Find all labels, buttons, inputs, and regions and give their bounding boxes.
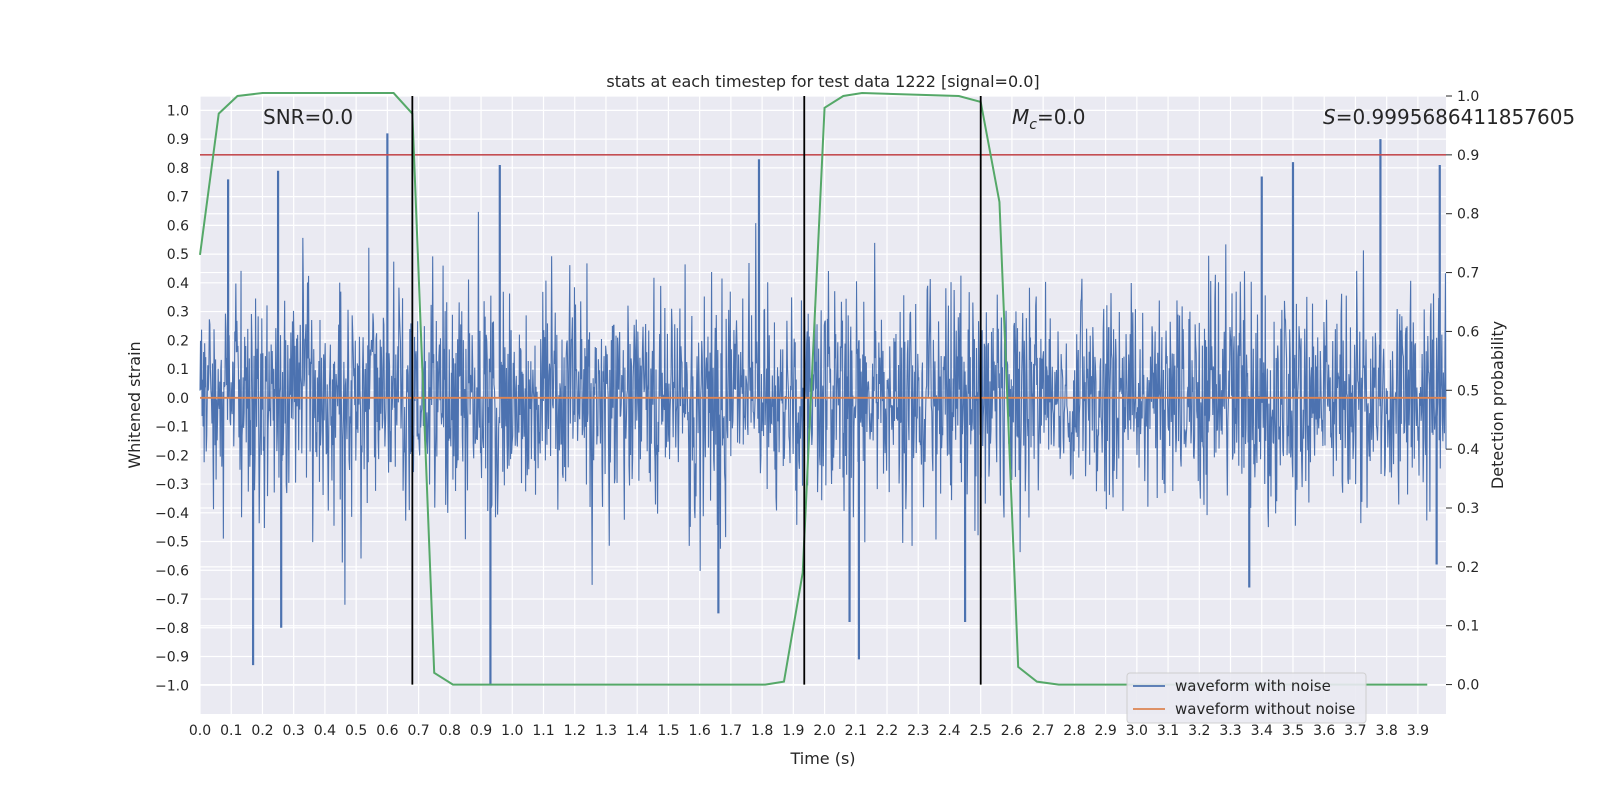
annotation-mc: Mc=0.0 bbox=[1012, 105, 1086, 133]
y2-tick-label: 0.8 bbox=[1457, 207, 1479, 223]
y-tick-label: 0.9 bbox=[167, 132, 189, 148]
y2-tick-label: 0.1 bbox=[1457, 619, 1479, 635]
y-tick-label: 0.7 bbox=[167, 190, 189, 206]
plot-area bbox=[199, 92, 1447, 686]
x-tick-label: 1.1 bbox=[532, 723, 554, 739]
x-tick-label: 1.4 bbox=[626, 723, 648, 739]
x-tick-label: 3.1 bbox=[1157, 723, 1179, 739]
y-tick-label: −0.8 bbox=[155, 621, 189, 637]
x-tick-label: 2.9 bbox=[1094, 723, 1116, 739]
y2-axis-label: Detection probability bbox=[1488, 321, 1507, 489]
y-axis-ticks: 1.0 0.9 0.8 0.7 0.6 0.5 0.4 0.3 0.2 0.1 0.0 −0.1 −0.… bbox=[155, 103, 189, 694]
legend-label-noise: waveform with noise bbox=[1175, 677, 1331, 695]
y-tick-label: 0.0 bbox=[167, 391, 189, 407]
y2-tick-label: 0.5 bbox=[1457, 383, 1479, 399]
x-tick-label: 2.5 bbox=[970, 723, 992, 739]
y-tick-label: 0.6 bbox=[167, 218, 189, 234]
x-tick-label: 2.2 bbox=[876, 723, 898, 739]
y2-tick-label: 0.3 bbox=[1457, 501, 1479, 517]
x-tick-label: 0.3 bbox=[283, 723, 305, 739]
x-tick-label: 3.5 bbox=[1282, 723, 1304, 739]
x-tick-label: 2.1 bbox=[845, 723, 867, 739]
y2-tick-label: 0.9 bbox=[1457, 148, 1479, 164]
x-tick-label: 3.9 bbox=[1407, 723, 1429, 739]
x-tick-label: 3.7 bbox=[1344, 723, 1366, 739]
legend: waveform with noise waveform without noi… bbox=[1126, 672, 1367, 724]
x-tick-label: 2.4 bbox=[938, 723, 960, 739]
y-tick-label: −0.9 bbox=[155, 650, 189, 666]
y2-tick-label: 0.7 bbox=[1457, 266, 1479, 282]
y2-tick-label: 0.4 bbox=[1457, 442, 1479, 458]
annotation-snr: SNR=0.0 bbox=[263, 105, 353, 129]
series-waveform-with-noise bbox=[199, 211, 1447, 605]
y-tick-label: −0.6 bbox=[155, 563, 189, 579]
x-tick-label: 0.1 bbox=[220, 723, 242, 739]
x-tick-label: 2.6 bbox=[1001, 723, 1023, 739]
x-tick-label: 3.8 bbox=[1376, 723, 1398, 739]
y-tick-label: −0.5 bbox=[155, 535, 189, 551]
x-axis-ticks: 0.0 0.1 0.2 0.3 0.4 0.5 0.6 0.7 0.8 0.9 1.0 1.1 1.2 1… bbox=[189, 723, 1429, 739]
x-tick-label: 3.2 bbox=[1188, 723, 1210, 739]
x-axis-label: Time (s) bbox=[789, 749, 855, 768]
y-tick-label: −0.2 bbox=[155, 448, 189, 464]
x-tick-label: 3.0 bbox=[1126, 723, 1148, 739]
y-axis-label: Whitened strain bbox=[125, 341, 144, 468]
x-tick-label: 3.4 bbox=[1251, 723, 1273, 739]
x-tick-label: 3.3 bbox=[1219, 723, 1241, 739]
y-tick-label: 0.3 bbox=[167, 305, 189, 321]
annotation-s: S=0.9995686411857605 bbox=[1323, 105, 1575, 129]
legend-box bbox=[1126, 672, 1367, 724]
x-tick-label: 3.6 bbox=[1313, 723, 1335, 739]
x-tick-label: 2.8 bbox=[1063, 723, 1085, 739]
series-detection-probability bbox=[199, 92, 1428, 686]
y2-tick-label: 0.2 bbox=[1457, 560, 1479, 576]
x-tick-label: 2.0 bbox=[813, 723, 835, 739]
x-tick-label: 0.6 bbox=[376, 723, 398, 739]
grid bbox=[199, 95, 1446, 714]
y-tick-label: −0.3 bbox=[155, 477, 189, 493]
legend-label-clean: waveform without noise bbox=[1175, 700, 1355, 718]
x-tick-label: 0.4 bbox=[314, 723, 336, 739]
x-tick-label: 0.9 bbox=[470, 723, 492, 739]
x-tick-label: 1.3 bbox=[595, 723, 617, 739]
x-tick-label: 0.8 bbox=[439, 723, 461, 739]
y-tick-label: −0.7 bbox=[155, 592, 189, 608]
x-tick-label: 1.7 bbox=[720, 723, 742, 739]
x-tick-label: 2.3 bbox=[907, 723, 929, 739]
x-tick-label: 2.7 bbox=[1032, 723, 1054, 739]
y-tick-label: 0.8 bbox=[167, 161, 189, 177]
y-tick-label: 0.2 bbox=[167, 333, 189, 349]
y2-tick-label: 0.0 bbox=[1457, 678, 1479, 694]
x-tick-label: 1.8 bbox=[751, 723, 773, 739]
y2-tick-label: 1.0 bbox=[1457, 89, 1479, 105]
x-tick-label: 0.2 bbox=[251, 723, 273, 739]
y2-axis-ticks: 1.0 0.9 0.8 0.7 0.6 0.5 0.4 0.3 0.2 0.1 0.0 bbox=[1446, 89, 1479, 694]
x-tick-label: 0.5 bbox=[345, 723, 367, 739]
x-tick-label: 0.7 bbox=[407, 723, 429, 739]
x-tick-label: 0.0 bbox=[189, 723, 211, 739]
y-tick-label: 0.5 bbox=[167, 247, 189, 263]
chart-title: stats at each timestep for test data 122… bbox=[606, 72, 1039, 91]
y2-tick-label: 0.6 bbox=[1457, 324, 1479, 340]
y-tick-label: 0.1 bbox=[167, 362, 189, 378]
x-tick-label: 1.0 bbox=[501, 723, 523, 739]
y-tick-label: −0.1 bbox=[155, 420, 189, 436]
x-tick-label: 1.2 bbox=[564, 723, 586, 739]
x-tick-label: 1.9 bbox=[782, 723, 804, 739]
y-tick-label: −0.4 bbox=[155, 506, 189, 522]
y-tick-label: 1.0 bbox=[167, 103, 189, 119]
y-tick-label: −1.0 bbox=[155, 678, 189, 694]
x-tick-label: 1.5 bbox=[657, 723, 679, 739]
y-tick-label: 0.4 bbox=[167, 276, 189, 292]
x-tick-label: 1.6 bbox=[689, 723, 711, 739]
